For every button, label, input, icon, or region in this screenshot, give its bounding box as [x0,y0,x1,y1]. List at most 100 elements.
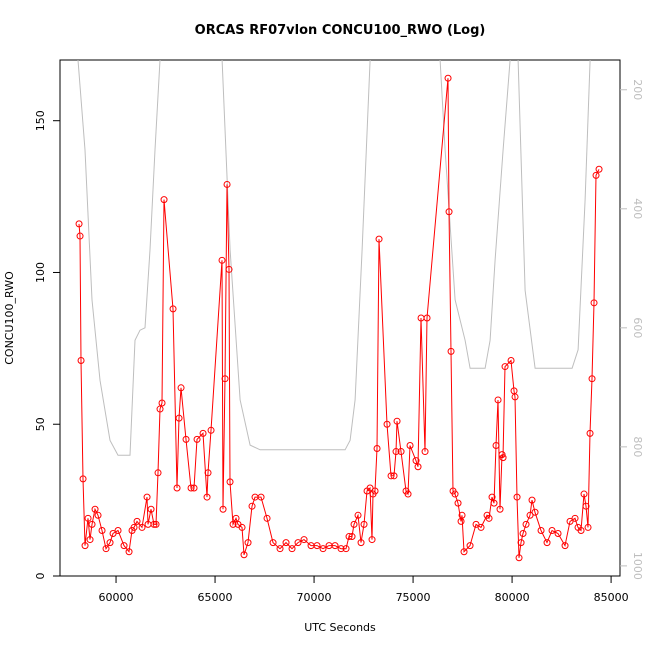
data-point [238,523,246,531]
data-point [513,493,521,501]
data-point [451,490,459,498]
data-point [561,542,569,550]
data-point [337,545,345,553]
data-point [79,475,87,483]
data-point [490,499,498,507]
data-point [345,533,353,541]
data-point [492,441,500,449]
data-point [282,539,290,547]
data-point [154,469,162,477]
data-point [577,526,585,534]
data-point [81,542,89,550]
data-point [102,545,110,553]
data-point [182,435,190,443]
data-point [294,539,302,547]
data-point [257,493,265,501]
data-point [566,517,574,525]
data-point [225,265,233,273]
data-point [160,196,168,204]
data-point [375,235,383,243]
data-point [511,393,519,401]
data-point [143,493,151,501]
x-tick-label: 70000 [297,591,332,604]
data-point [444,74,452,82]
data-point [548,526,556,534]
data-point [158,399,166,407]
data-point [454,499,462,507]
data-point [499,454,507,462]
data-point [421,448,429,456]
data-point [88,520,96,528]
data-point [263,514,271,522]
data-point [515,554,523,562]
data-point [360,520,368,528]
data-point [288,545,296,553]
data-point [397,448,405,456]
y2-tick-label: 200 [631,79,644,100]
data-point [138,523,146,531]
data-point [501,363,509,371]
data-point [368,536,376,544]
data-point [221,375,229,383]
data-point [522,520,530,528]
data-point [130,523,138,531]
data-point [414,463,422,471]
data-point [588,375,596,383]
data-point [190,484,198,492]
plot-frame [59,59,621,577]
data-point [177,384,185,392]
y2-tick-label: 600 [631,317,644,338]
y2-tick-label: 400 [631,198,644,219]
data-point [147,505,155,513]
data-point [106,539,114,547]
data-point [392,448,400,456]
data-point [393,417,401,425]
data-point [98,526,106,534]
x-tick-label: 85000 [594,591,629,604]
data-point [466,542,474,550]
data-point [240,551,248,559]
y-tick-label: 150 [34,110,47,131]
data-point [519,530,527,538]
data-point [387,472,395,480]
data-point [590,299,598,307]
y2-tick-label: 800 [631,436,644,457]
data-point [390,472,398,480]
data-point [342,545,350,553]
data-point [109,530,117,538]
y-tick-label: 0 [34,573,47,580]
data-point [447,347,455,355]
data-point [199,429,207,437]
data-point [319,545,327,553]
x-tick-label: 60000 [99,591,134,604]
data-point [373,445,381,453]
data-point [485,514,493,522]
data-point [156,405,164,413]
data-point [404,490,412,498]
data-point [152,520,160,528]
data-point [371,487,379,495]
data-point [150,520,158,528]
data-point [313,542,321,550]
data-point [77,356,85,364]
data-point [114,526,122,534]
data-point [75,220,83,228]
data-point [120,542,128,550]
data-point [218,256,226,264]
data-point [203,493,211,501]
data-point [580,490,588,498]
data-point [494,396,502,404]
plot-area [75,60,603,562]
data-point [496,505,504,513]
data-point [460,548,468,556]
data-point [219,505,227,513]
data-point [537,526,545,534]
data-point [193,435,201,443]
data-point [412,457,420,465]
data-point [331,542,339,550]
data-point [204,469,212,477]
data-point [125,548,133,556]
data-point [595,165,603,173]
y2-tick-label: 1000 [631,552,644,580]
